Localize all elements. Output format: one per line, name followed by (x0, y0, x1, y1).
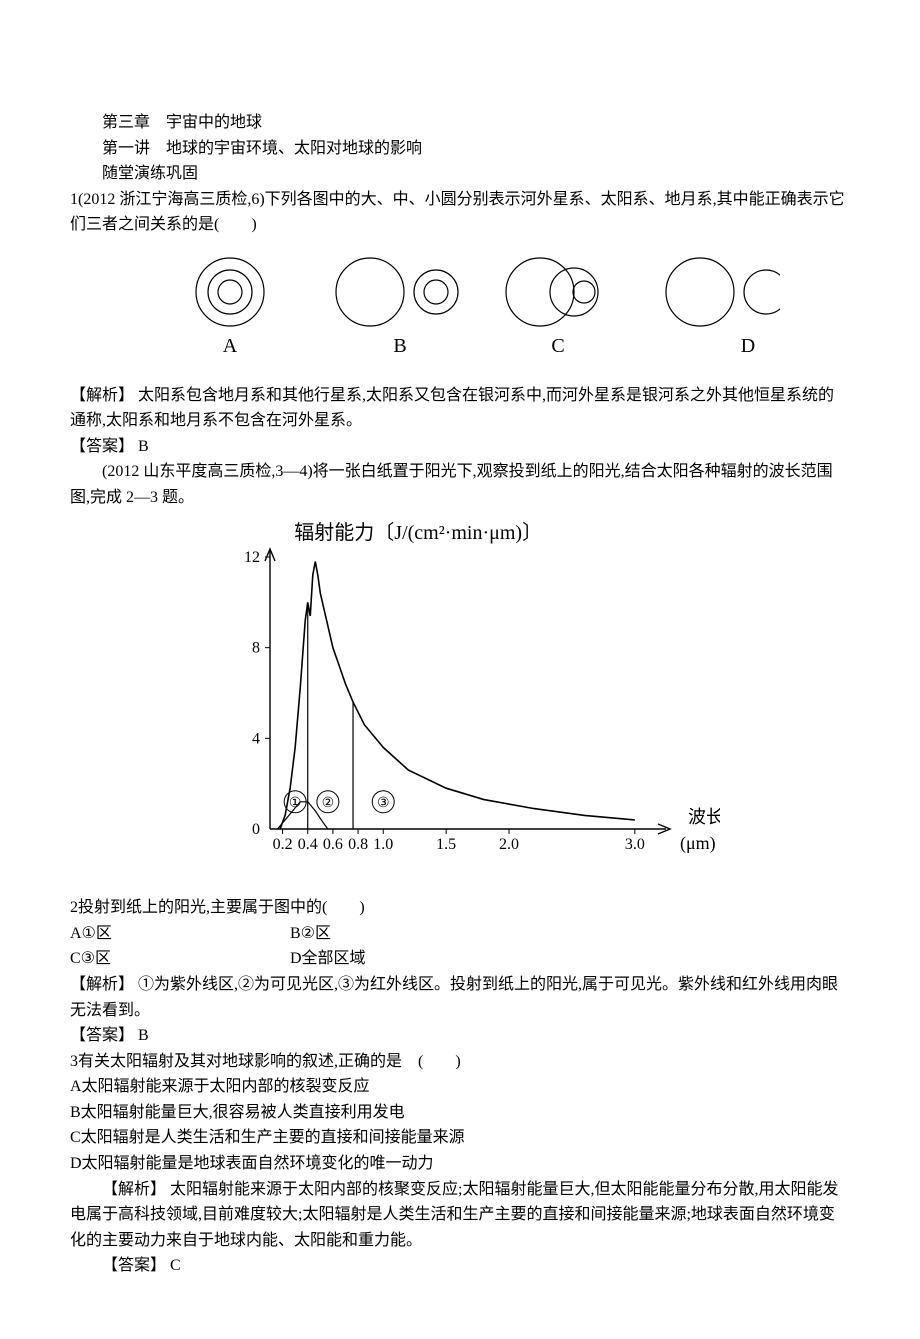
svg-text:3.0: 3.0 (625, 836, 645, 853)
q1-stem: 1(2012 浙江宁海高三质检,6)下列各图中的大、中、小圆分别表示河外星系、太… (70, 187, 850, 238)
svg-text:①: ① (289, 795, 302, 810)
answer-text: B (138, 438, 149, 455)
svg-text:1.0: 1.0 (373, 836, 393, 853)
analysis-text: 太阳系包含地月系和其他行星系,太阳系又包含在银河系中,而河外星系是银河系之外其他… (70, 387, 834, 430)
q2-optA: A①区 (70, 921, 290, 947)
page: 第三章 宇宙中的地球 第一讲 地球的宇宙环境、太阳对地球的影响 随堂演练巩固 1… (0, 0, 920, 1339)
svg-text:辐射能力〔J/(cm²·min·μm)〕: 辐射能力〔J/(cm²·min·μm)〕 (294, 521, 542, 544)
q3-answer: 【答案】 C (70, 1253, 850, 1279)
q2-options-row1: A①区 B②区 (70, 921, 850, 947)
svg-text:D: D (741, 335, 755, 357)
q2-options-row2: C③区 D全部区域 (70, 946, 850, 972)
q2-optD: D全部区域 (290, 946, 510, 972)
analysis-label: 【解析】 (70, 387, 134, 404)
svg-text:8: 8 (252, 639, 260, 656)
analysis-text: ①为紫外线区,②为可见光区,③为红外线区。投射到纸上的阳光,属于可见光。紫外线和… (70, 976, 838, 1019)
answer-text: C (170, 1257, 181, 1274)
svg-text:③: ③ (377, 795, 390, 810)
answer-text: B (138, 1027, 149, 1044)
q3-optB: B太阳辐射能量巨大,很容易被人类直接利用发电 (70, 1100, 850, 1126)
analysis-text: 太阳辐射能来源于太阳内部的核聚变反应;太阳辐射能量巨大,但太阳能能量分布分散,用… (70, 1181, 838, 1249)
q3-analysis: 【解析】 太阳辐射能来源于太阳内部的核聚变反应;太阳辐射能量巨大,但太阳能能量分… (70, 1177, 850, 1254)
q1-analysis: 【解析】 太阳系包含地月系和其他行星系,太阳系又包含在银河系中,而河外星系是银河… (70, 383, 850, 434)
svg-text:12: 12 (244, 549, 260, 566)
svg-text:0: 0 (252, 821, 260, 838)
svg-text:2.0: 2.0 (499, 836, 519, 853)
q2-stem: 2投射到纸上的阳光,主要属于图中的( ) (70, 895, 850, 921)
svg-text:(μm): (μm) (680, 833, 716, 854)
analysis-label: 【解析】 (102, 1181, 166, 1198)
svg-text:0.2: 0.2 (273, 836, 293, 853)
svg-text:B: B (393, 335, 406, 357)
lecture-title: 第一讲 地球的宇宙环境、太阳对地球的影响 (70, 136, 850, 162)
q3-optD: D太阳辐射能量是地球表面自然环境变化的唯一动力 (70, 1151, 850, 1177)
analysis-label: 【解析】 (70, 976, 134, 993)
q3-optA: A太阳辐射能来源于太阳内部的核裂变反应 (70, 1074, 850, 1100)
svg-text:0.6: 0.6 (323, 836, 343, 853)
q23-intro: (2012 山东平度高三质检,3—4)将一张白纸置于阳光下,观察投到纸上的阳光,… (70, 459, 850, 510)
svg-text:A: A (223, 335, 238, 357)
q3-stem: 3有关太阳辐射及其对地球影响的叙述,正确的是 ( ) (70, 1049, 850, 1075)
q2-optC: C③区 (70, 946, 290, 972)
svg-text:②: ② (322, 795, 335, 810)
svg-text:0.8: 0.8 (348, 836, 368, 853)
svg-text:0.4: 0.4 (298, 836, 318, 853)
section-subhead: 随堂演练巩固 (70, 161, 850, 187)
svg-text:C: C (551, 335, 564, 357)
q3-optC: C太阳辐射是人类生活和生产主要的直接和间接能量来源 (70, 1125, 850, 1151)
svg-text:4: 4 (252, 730, 260, 747)
svg-text:1.5: 1.5 (436, 836, 456, 853)
q2-analysis: 【解析】 ①为紫外线区,②为可见光区,③为红外线区。投射到纸上的阳光,属于可见光… (70, 972, 850, 1023)
q1-diagram: A B C D (70, 244, 850, 373)
svg-text:波长: 波长 (688, 807, 720, 827)
chapter-title: 第三章 宇宙中的地球 (70, 110, 850, 136)
answer-label: 【答案】 (102, 1257, 166, 1274)
q1-answer: 【答案】 B (70, 434, 850, 460)
q2-answer: 【答案】 B (70, 1023, 850, 1049)
radiation-chart: 辐射能力〔J/(cm²·min·μm)〕 0 4 8 12 0.2 0.4 0.6 0.8 1.0… (70, 517, 850, 886)
q2-optB: B②区 (290, 921, 510, 947)
answer-label: 【答案】 (70, 438, 134, 455)
answer-label: 【答案】 (70, 1027, 134, 1044)
